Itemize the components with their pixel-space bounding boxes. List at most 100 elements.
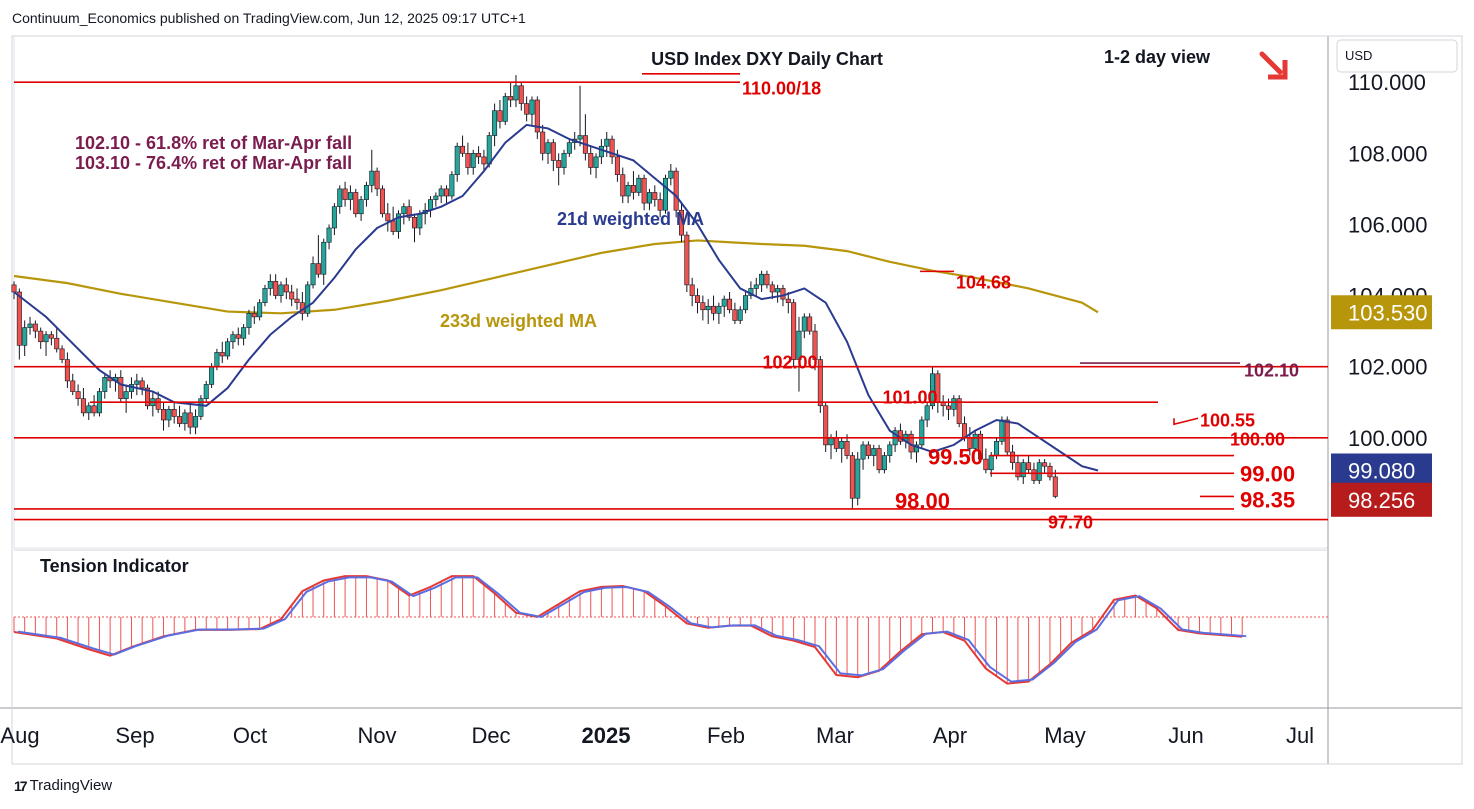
candle-body [673,170,679,211]
candle-body [38,330,44,343]
candle [646,188,652,211]
candle [177,405,183,428]
candle [711,295,717,321]
candle-body [273,281,279,296]
candle [721,295,727,317]
ma-233-path [13,239,1099,315]
candle [187,402,193,435]
candle [817,356,823,413]
candle-body [785,298,791,303]
candle-body [59,348,65,360]
candle-body [860,444,866,460]
candle [299,292,305,321]
price-tag [1331,453,1432,488]
candle [769,281,775,300]
candle [454,142,460,182]
candle [897,423,903,445]
ma-233-line [13,239,1099,315]
candle [70,373,76,396]
candle [48,331,54,346]
candle [678,203,684,243]
candle-body [347,192,353,200]
candle [193,409,199,435]
candle [16,288,22,360]
candle [1047,462,1053,481]
level-label: 98.00 [895,489,950,514]
candle-body [80,398,86,414]
candle [598,139,604,164]
candle-body [614,156,620,175]
candle-body [577,135,583,140]
candle-body [759,273,765,286]
candle-body [593,156,599,168]
candle [64,352,70,388]
candle [657,192,663,218]
candle-body [1015,462,1021,478]
candle [630,171,636,200]
candle [492,103,498,147]
candle [241,324,247,346]
price-pane-border [13,35,1329,549]
candle-body [75,391,81,399]
candle [534,96,540,140]
candle [518,82,524,111]
candle-body [919,419,925,446]
candle-body [1026,462,1032,471]
candle-body [358,199,364,215]
time-axis: Aug Sep Oct Nov Dec 2025 Feb Mar Apr May Jun Jul [0,723,1314,748]
candle [978,430,984,463]
candle-body [801,316,807,332]
tension-indicator-pane: Tension Indicator [13,556,1328,685]
candle-body [518,85,524,104]
candle [267,274,273,296]
candle-body [374,170,380,190]
candle [876,444,882,474]
x-tick-label: Nov [357,723,396,748]
candle [566,139,572,157]
candle-body [166,409,172,421]
candle-body [481,156,487,165]
candle [577,85,583,147]
candle-body [182,412,188,424]
candle [673,167,679,218]
candle [892,427,898,452]
candle-body [855,458,861,499]
candle [310,256,316,289]
candle-body [636,177,642,193]
candle-body [951,398,957,410]
candle-body [27,323,33,328]
candle [812,324,818,371]
candle-body [353,192,359,215]
candle-body [497,110,503,122]
tradingview-brand[interactable]: 17 TradingView [14,777,112,794]
view-note: 1-2 day view [1104,47,1211,67]
candle-body [828,437,834,446]
candle-body [428,199,434,211]
candle-body [737,309,743,321]
candle-body [321,241,327,275]
y-tick-label: 100.000 [1348,426,1428,451]
candle-body [534,99,540,133]
candle [438,185,444,204]
candle-body [545,142,551,154]
candle [198,395,204,420]
candle [80,388,86,417]
candle-body [235,334,241,339]
arrow-down-right-icon [1259,51,1288,80]
candle [150,391,156,417]
candle-body [177,416,183,424]
candle [1020,459,1026,484]
candle [422,203,428,225]
candle [951,395,957,417]
candle [791,299,797,367]
candle-body [219,352,225,357]
candle [604,132,610,157]
candle-body [780,288,786,300]
level-label: 99.50 [928,445,983,470]
candle [497,100,503,129]
candle [385,203,391,232]
candle [171,402,177,424]
candle-body [566,142,572,154]
candle-body [465,153,471,168]
candle-body [123,391,129,399]
